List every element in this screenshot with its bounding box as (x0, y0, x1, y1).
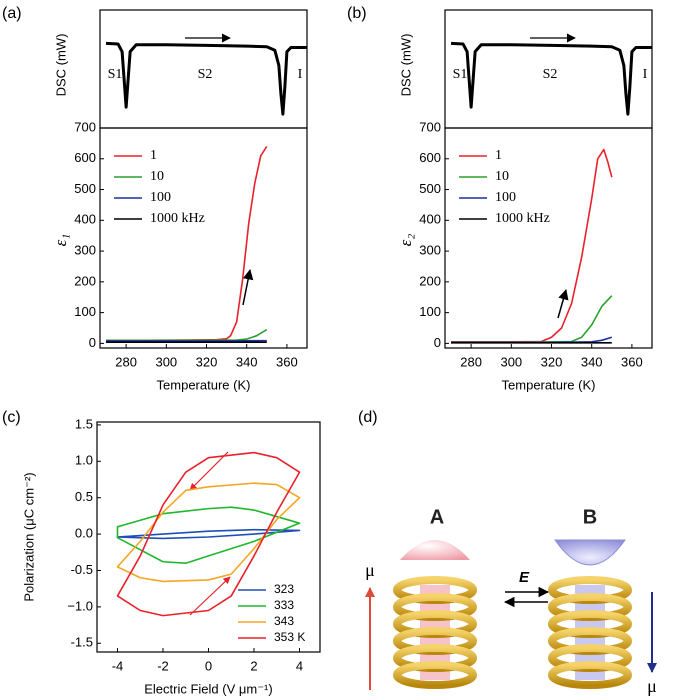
trend-arrow (557, 288, 569, 319)
sweep-arrow (189, 576, 231, 616)
legend-label: 323 (274, 582, 294, 596)
x-axis-label: Temperature (K) (157, 377, 251, 392)
phase-label: S1 (108, 67, 123, 82)
x-tick-label: 280 (460, 354, 482, 369)
y-tick-label: 500 (74, 181, 96, 196)
panel-label: (b) (347, 5, 367, 22)
x-tick-label: 300 (500, 354, 522, 369)
x-axis-label: Electric Field (V μm⁻¹) (144, 681, 272, 696)
loop (116, 506, 301, 565)
phase-label: I (298, 67, 303, 82)
phase-label: S2 (543, 67, 558, 82)
loop (116, 482, 301, 583)
coil-ring (393, 661, 477, 689)
y-tick-label: 0.0 (75, 526, 93, 541)
y-tick-label: 100 (419, 304, 441, 319)
y-tick-label: 600 (419, 150, 441, 165)
y-tick-label: 600 (74, 150, 96, 165)
line (105, 41, 307, 116)
y-tick-label: 1.0 (75, 453, 93, 468)
x-tick-label: 280 (115, 354, 137, 369)
y-tick-label: 400 (419, 212, 441, 227)
y-tick-label: −1.0 (67, 598, 93, 613)
state-label: A (430, 506, 444, 528)
legend-label: 353 K (274, 630, 305, 644)
x-tick-label: -4 (112, 658, 124, 673)
field-label: E (519, 569, 530, 586)
x-tick-label: 340 (581, 354, 603, 369)
phase-label: S1 (453, 67, 468, 82)
x-tick-label: 300 (155, 354, 177, 369)
y-tick-label: -1.5 (71, 635, 93, 650)
x-tick-label: 340 (236, 354, 258, 369)
y-axis-label: DSC (mW) (398, 34, 413, 97)
legend-label: 1 (150, 148, 157, 163)
y-axis-label: DSC (mW) (53, 34, 68, 97)
y-tick-label: 100 (74, 304, 96, 319)
phase-label: S2 (198, 67, 213, 82)
legend-label: 10 (495, 169, 509, 184)
line (450, 41, 652, 116)
y-tick-label: 400 (74, 212, 96, 227)
legend-label: 1000 kHz (150, 211, 205, 226)
panel-label: (c) (2, 409, 21, 426)
y-tick-label: 700 (419, 119, 441, 134)
line (451, 295, 613, 343)
bowl-b (554, 539, 626, 566)
loop (116, 528, 301, 540)
y-tick-label: 300 (74, 243, 96, 258)
x-tick-label: 2 (250, 658, 257, 673)
trend-arrow (242, 268, 254, 306)
x-tick-label: 360 (621, 354, 643, 369)
y-tick-label: 200 (74, 273, 96, 288)
y-tick-label: 200 (419, 273, 441, 288)
dipole-label: μ (647, 676, 657, 696)
legend-label: 100 (150, 190, 171, 205)
line (451, 336, 613, 344)
y-tick-label: 300 (419, 243, 441, 258)
x-tick-label: 0 (205, 658, 212, 673)
y-tick-label: 0 (89, 335, 96, 350)
y-tick-label: 0.5 (75, 489, 93, 504)
line (106, 146, 268, 342)
panel-label: (a) (2, 5, 22, 22)
line (106, 328, 268, 342)
coil-ring (548, 661, 632, 689)
y-axis-label: ε₂ (396, 234, 415, 247)
phase-label: I (643, 67, 648, 82)
state-label: B (583, 506, 597, 528)
y-axis-label: Polarization (μC cm⁻²) (21, 472, 36, 601)
y-tick-label: 1.5 (75, 416, 93, 431)
legend-label: 1 (495, 148, 502, 163)
line (451, 148, 613, 343)
x-tick-label: -2 (157, 658, 169, 673)
x-tick-label: 360 (276, 354, 298, 369)
axis-frame (99, 127, 308, 349)
legend-label: 100 (495, 190, 516, 205)
y-tick-label: 500 (419, 181, 441, 196)
x-tick-label: 320 (196, 354, 218, 369)
cap-a (400, 540, 470, 560)
y-tick-label: 0 (434, 335, 441, 350)
x-tick-label: 320 (541, 354, 563, 369)
legend-label: 333 (274, 598, 294, 612)
sweep-arrow (189, 451, 229, 491)
legend-label: 343 (274, 614, 294, 628)
legend-label: 10 (150, 169, 164, 184)
x-tick-label: 4 (296, 658, 303, 673)
loop (116, 451, 301, 617)
y-tick-label: -0.5 (71, 562, 93, 577)
y-tick-label: 700 (74, 119, 96, 134)
dipole-label: μ (365, 560, 375, 580)
x-axis-label: Temperature (K) (502, 377, 596, 392)
axis-frame (444, 127, 653, 349)
y-axis-label: ε₁ (51, 234, 70, 247)
panel-label: (d) (358, 409, 378, 426)
diagram: (d) A B E μ μ (358, 409, 657, 696)
legend-label: 1000 kHz (495, 211, 550, 226)
